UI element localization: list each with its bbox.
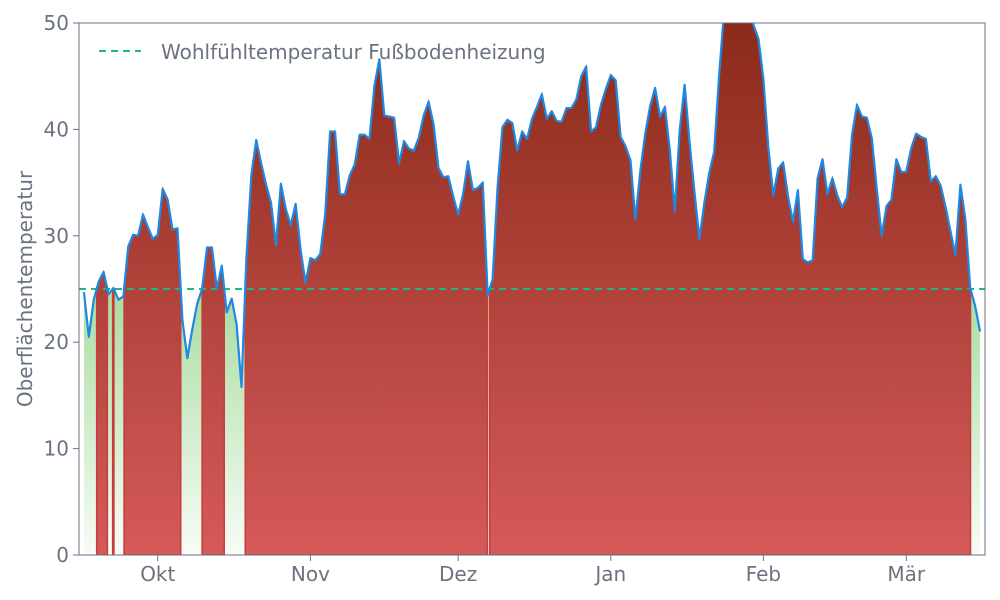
x-axis-ticks: Okt Nov Dez Jan Feb Mär	[140, 555, 926, 586]
fill-segment-below	[107, 289, 113, 555]
series-line	[82, 23, 982, 388]
fill-segment-below	[113, 289, 125, 555]
x-tick-label: Okt	[140, 562, 175, 586]
legend-threshold-label: Wohlfühltemperatur Fußbodenheizung	[161, 40, 546, 64]
x-tick-label: Mär	[887, 562, 926, 586]
fill-segment-above	[488, 23, 972, 555]
x-tick-label: Dez	[439, 562, 477, 586]
fill-segment-below	[970, 289, 981, 555]
fill-segment-above	[244, 59, 489, 555]
x-tick-label: Nov	[291, 562, 330, 586]
y-tick-label: 20	[44, 330, 69, 354]
fill-segment-above	[95, 269, 109, 555]
fill-segment-below	[224, 289, 246, 555]
y-tick-label: 50	[44, 11, 69, 35]
legend: Wohlfühltemperatur Fußbodenheizung	[99, 40, 546, 64]
x-tick-label: Feb	[746, 562, 781, 586]
fill-segment-above	[123, 186, 182, 555]
plot-frame	[78, 22, 986, 556]
y-tick-label: 40	[44, 117, 69, 141]
y-axis-title: Oberflächentemperatur	[13, 170, 37, 407]
fill-segment-above	[201, 246, 226, 555]
x-tick-label: Jan	[593, 562, 626, 586]
y-tick-label: 30	[44, 224, 69, 248]
fill-segment-below	[83, 289, 97, 555]
y-axis-ticks: 0 10 20 30 40 50	[44, 11, 79, 567]
y-tick-label: 0	[56, 543, 69, 567]
y-tick-label: 10	[44, 437, 69, 461]
plot-area	[79, 23, 985, 555]
fill-segment-above	[111, 286, 115, 555]
